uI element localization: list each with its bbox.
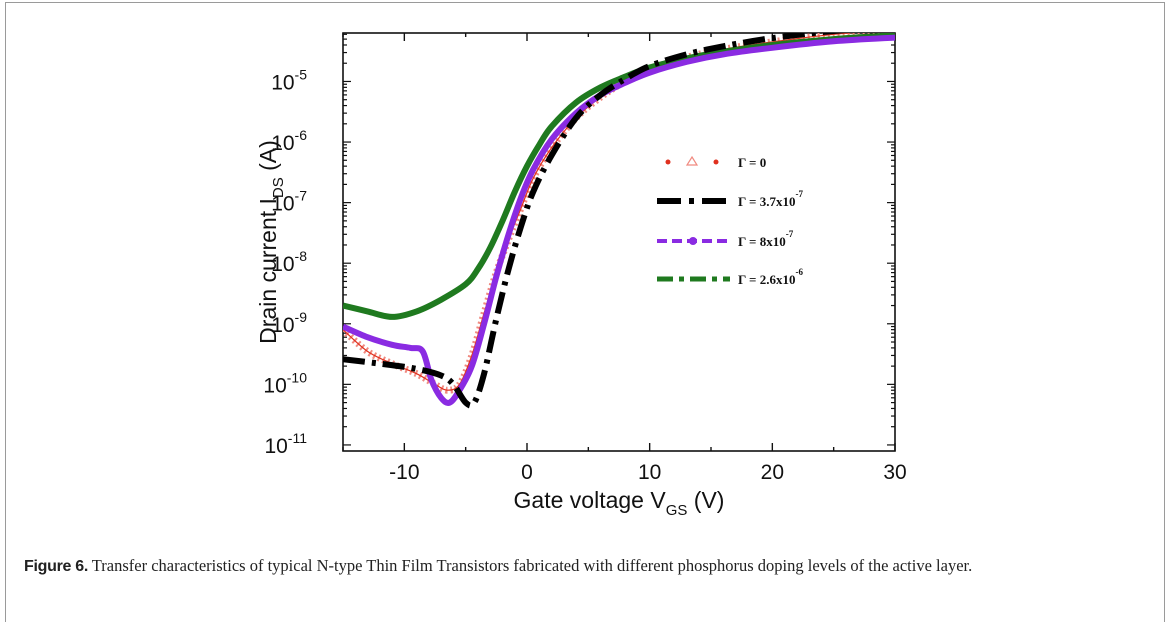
legend-dot [713,159,719,165]
x-tick-label: -10 [389,461,419,484]
legend-label: Γ = 0 [738,155,766,170]
caption-text: Transfer characteristics of typical N-ty… [87,556,973,575]
series-2-line [343,34,895,406]
legend-item-2: Γ = 8x10-7 [657,229,794,249]
figure-frame [5,2,1165,622]
y-tick-label: 10-8 [271,248,307,276]
tick-labels: -10 0 10 20 30 10-11 10-10 10-9 10-8 10-7 10-6 10-5 [263,66,906,484]
figure-caption: Figure 6. Transfer characteristics of ty… [24,555,1134,578]
legend: Γ = 0 Γ = 3.7x10-7 Γ = 8x10-7 Γ = 2.6x10-6 [657,155,803,287]
legend-label: Γ = 3.7x10-7 [738,189,803,209]
x-tick-label: 30 [883,461,906,484]
plot-area [342,32,896,452]
x-axis-title: Gate voltage VGS (V) [514,487,725,519]
caption-label: Figure 6. [24,558,88,575]
legend-label: Γ = 2.6x10-6 [738,267,803,287]
x-tick-label: 10 [638,461,661,484]
legend-item-0: Γ = 0 [665,155,766,170]
x-tick-label: 0 [521,461,533,484]
transfer-characteristics-chart: -10 0 10 20 30 10-11 10-10 10-9 10-8 10-7 10-6 10-5… [255,32,907,519]
x-tick-label: 20 [761,461,784,484]
y-tick-label: 10-9 [271,309,307,337]
legend-triangle [685,155,699,166]
y-tick-label: 10-5 [271,66,307,94]
y-axis-title: Drain current IDS (A) [255,140,287,344]
y-tick-label: 10-6 [271,127,307,155]
y-tick-label: 10-7 [271,188,307,216]
legend-item-3: Γ = 2.6x10-6 [657,267,803,287]
series-1-line [343,33,846,409]
y-tick-label: 10-10 [263,369,307,397]
y-tick-label: 10-11 [264,430,307,458]
legend-item-1: Γ = 3.7x10-7 [657,189,803,209]
series-layer [343,33,895,409]
legend-marker [689,237,697,245]
legend-label: Γ = 8x10-7 [738,229,794,249]
legend-dot [665,159,671,165]
